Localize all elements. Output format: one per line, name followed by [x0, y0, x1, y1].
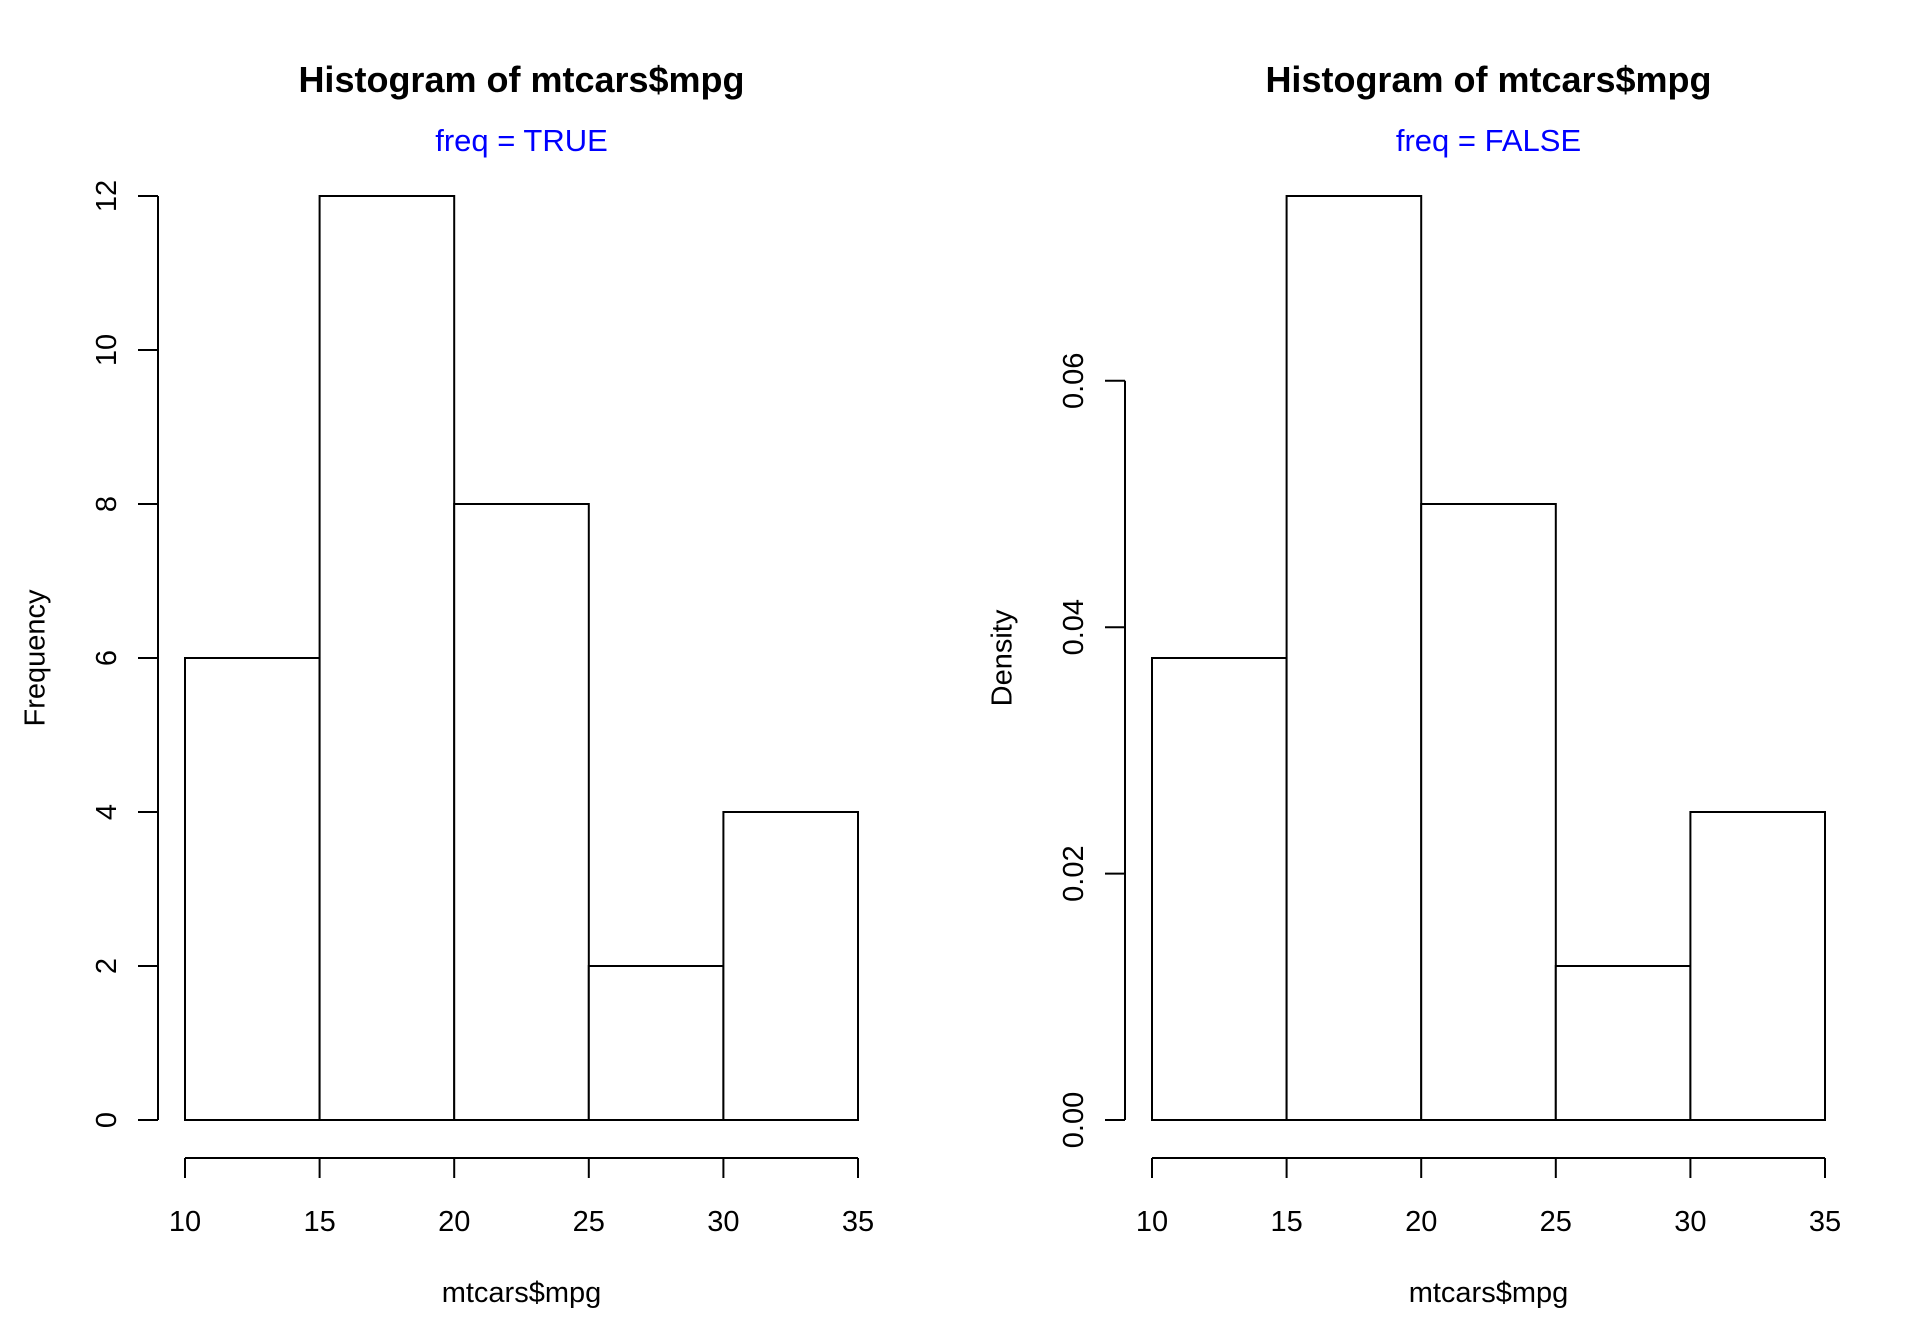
x-axis-label: mtcars$mpg	[1409, 1277, 1569, 1309]
x-axis-label: mtcars$mpg	[442, 1277, 602, 1309]
histogram-bar	[1554, 965, 1692, 1121]
x-tick-label: 30	[1674, 1206, 1706, 1238]
x-tick-label: 10	[1136, 1206, 1168, 1238]
y-tick-label: 0.00	[1058, 1092, 1090, 1148]
histogram-bar	[587, 965, 725, 1121]
x-tick-label: 15	[303, 1206, 335, 1238]
y-tick-label: 8	[91, 496, 123, 512]
histogram-bar	[1285, 195, 1423, 1121]
panel-subtitle: freq = FALSE	[1396, 123, 1581, 158]
y-tick-label: 10	[91, 334, 123, 366]
y-axis: 0 2 4 6 8 10 12	[91, 180, 159, 1128]
histogram-bar	[184, 657, 321, 1121]
x-axis: 10 15 20 25 30 35	[1136, 1157, 1841, 1238]
histogram-bar	[453, 503, 590, 1121]
x-tick-label: 35	[1809, 1206, 1841, 1238]
histogram-bar	[1420, 503, 1557, 1121]
y-tick-label: 0	[91, 1112, 123, 1128]
y-tick-label: 6	[91, 650, 123, 666]
x-tick-label: 25	[1540, 1206, 1572, 1238]
x-tick-label: 30	[707, 1206, 739, 1238]
bars-group	[1151, 195, 1827, 1121]
y-axis: 0.00 0.02 0.04 0.06	[1058, 353, 1126, 1148]
y-axis-label: Density	[987, 609, 1019, 706]
x-tick-label: 15	[1270, 1206, 1302, 1238]
x-tick-label: 20	[1405, 1206, 1437, 1238]
x-tick-label: 20	[438, 1206, 470, 1238]
panel-title: Histogram of mtcars$mpg	[1265, 59, 1711, 100]
x-tick-label: 10	[169, 1206, 201, 1238]
panel-title: Histogram of mtcars$mpg	[298, 59, 744, 100]
y-tick-label: 12	[91, 180, 123, 212]
histogram-bar	[1151, 657, 1288, 1121]
y-tick-label: 2	[91, 958, 123, 974]
histogram-bar	[1689, 811, 1827, 1121]
histogram-bar	[318, 195, 456, 1121]
bars-group	[184, 195, 860, 1121]
histogram-panel-frequency: Histogram of mtcars$mpg freq = TRUE mtca…	[20, 59, 874, 1309]
histogram-bar	[722, 811, 860, 1121]
panel-subtitle: freq = TRUE	[435, 123, 608, 158]
y-tick-label: 0.02	[1058, 845, 1090, 901]
x-tick-label: 35	[842, 1206, 874, 1238]
y-tick-label: 4	[91, 804, 123, 820]
x-tick-label: 25	[573, 1206, 605, 1238]
y-tick-label: 0.04	[1058, 599, 1090, 655]
y-tick-label: 0.06	[1058, 353, 1090, 409]
x-axis: 10 15 20 25 30 35	[169, 1157, 874, 1238]
histogram-panel-density: Histogram of mtcars$mpg freq = FALSE mtc…	[987, 59, 1841, 1309]
y-axis-label: Frequency	[20, 589, 52, 727]
